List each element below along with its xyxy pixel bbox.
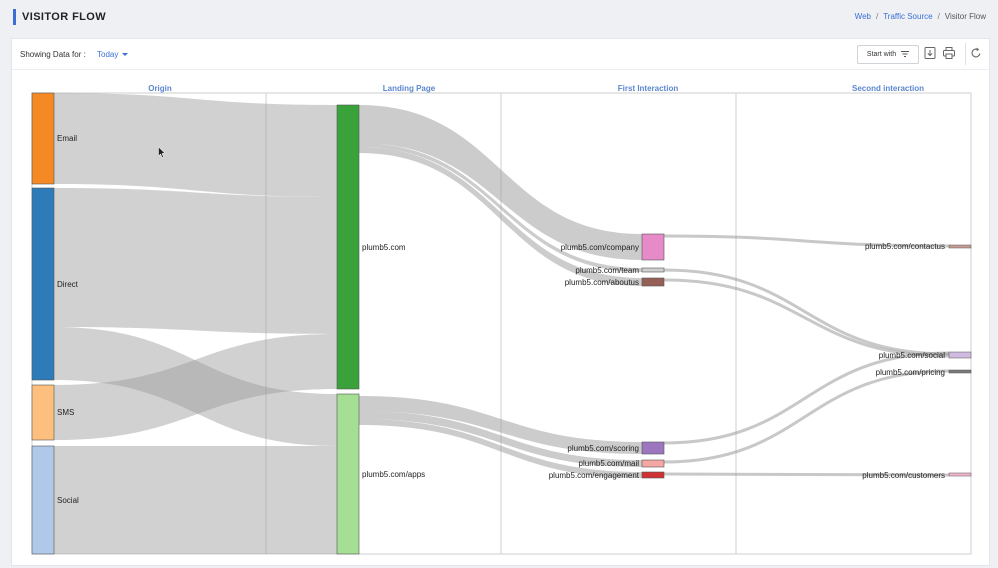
first-interaction-nodes: plumb5.com/company plumb5.com/team plumb… [549,233,665,480]
node-scoring[interactable] [641,441,665,455]
node-label-company: plumb5.com/company [561,243,639,252]
node-mail[interactable] [641,459,665,468]
flow-link-sms-plumb5 [54,334,337,440]
flow-link-apps-scoring [359,396,642,454]
caret-down-icon [122,53,129,57]
flow-link-direct-apps [54,327,337,446]
node-label-customers: plumb5.com/customers [862,471,945,480]
node-sms[interactable] [31,384,55,441]
node-label-plumb5-com: plumb5.com [362,243,406,252]
flow-link-plumb5-team [359,143,642,272]
node-engagement[interactable] [641,471,665,479]
column-header-origin: Origin [148,84,172,93]
node-aboutus[interactable] [641,277,665,287]
node-label-mail: plumb5.com/mail [579,459,640,468]
flow-link-direct-plumb5 [54,188,337,334]
print-icon[interactable] [942,46,956,60]
visitor-flow-panel: Showing Data for : Today Start with Orig… [11,38,990,566]
node-label-engagement: plumb5.com/engagement [549,471,640,480]
second-interaction-nodes: plumb5.com/contactus plumb5.com/social p… [862,242,972,480]
flow-link-company-contactus [663,234,950,248]
node-social[interactable] [31,445,55,555]
date-range-dropdown[interactable]: Today [97,50,129,59]
node-email[interactable] [31,92,55,185]
mouse-cursor-icon [158,146,166,158]
landing-nodes: plumb5.com plumb5.com/apps [336,104,425,555]
node-label-pricing: plumb5.com/pricing [876,368,945,377]
flow-link-mail-pricing [663,369,950,464]
breadcrumb-separator: / [937,12,940,21]
flow-links-landing-first [359,105,642,478]
flow-link-engagement-customers [663,472,950,477]
refresh-icon[interactable] [969,46,983,60]
node-label-aboutus: plumb5.com/aboutus [565,278,639,287]
node-label-sms: SMS [57,408,74,417]
node-label-social-page: plumb5.com/social [879,351,945,360]
flow-link-social-apps [54,446,337,554]
flow-links-origin-landing [54,93,337,554]
origin-nodes: Email Direct SMS Social [31,92,79,555]
node-plumb5-com[interactable] [336,104,360,390]
filter-icon [901,51,910,58]
flow-link-scoring-social [663,351,950,445]
node-plumb5-apps[interactable] [336,393,360,555]
breadcrumb-traffic-source[interactable]: Traffic Source [883,12,933,21]
breadcrumb-separator: / [875,12,879,21]
node-pricing[interactable] [948,369,972,374]
toolbar: Showing Data for : Today Start with [12,39,989,70]
node-label-plumb5-apps: plumb5.com/apps [362,470,425,479]
download-icon[interactable] [923,46,937,60]
page-header: VISITOR FLOW Web / Traffic Source / Visitor … [0,0,998,36]
showing-data-label: Showing Data for : [20,50,86,59]
node-company[interactable] [641,233,665,261]
node-team[interactable] [641,267,665,273]
toolbar-divider [965,43,966,65]
start-with-button[interactable]: Start with [857,45,919,64]
sankey-chart: Origin Landing Page First Interaction Se… [31,84,972,555]
breadcrumb-current: Visitor Flow [944,12,986,21]
node-customers[interactable] [948,472,972,477]
flow-link-team-social [663,268,950,356]
node-contactus[interactable] [948,244,972,249]
flow-link-plumb5-aboutus [359,147,642,286]
node-label-direct: Direct [57,280,79,289]
node-label-team: plumb5.com/team [575,266,639,275]
flow-link-apps-mail [359,411,642,467]
page-title: VISITOR FLOW [13,9,106,25]
column-header-landing-page: Landing Page [383,84,436,93]
node-label-email: Email [57,134,77,143]
breadcrumb: Web / Traffic Source / Visitor Flow [855,12,986,21]
node-direct[interactable] [31,187,55,381]
flow-links-first-second [663,234,950,477]
flow-link-aboutus-social [663,278,950,358]
node-label-contactus: plumb5.com/contactus [865,242,945,251]
column-header-second-interaction: Second interaction [852,84,924,93]
breadcrumb-web[interactable]: Web [854,12,871,21]
node-label-scoring: plumb5.com/scoring [567,444,639,453]
node-label-social: Social [57,496,79,505]
column-header-first-interaction: First Interaction [618,84,679,93]
flow-link-email-plumb5 [54,93,337,197]
flow-link-plumb5-company [359,105,642,260]
date-range-value: Today [97,50,119,59]
flow-link-apps-engagement [359,419,642,478]
node-social-page[interactable] [948,351,972,359]
start-with-label: Start with [866,51,897,58]
